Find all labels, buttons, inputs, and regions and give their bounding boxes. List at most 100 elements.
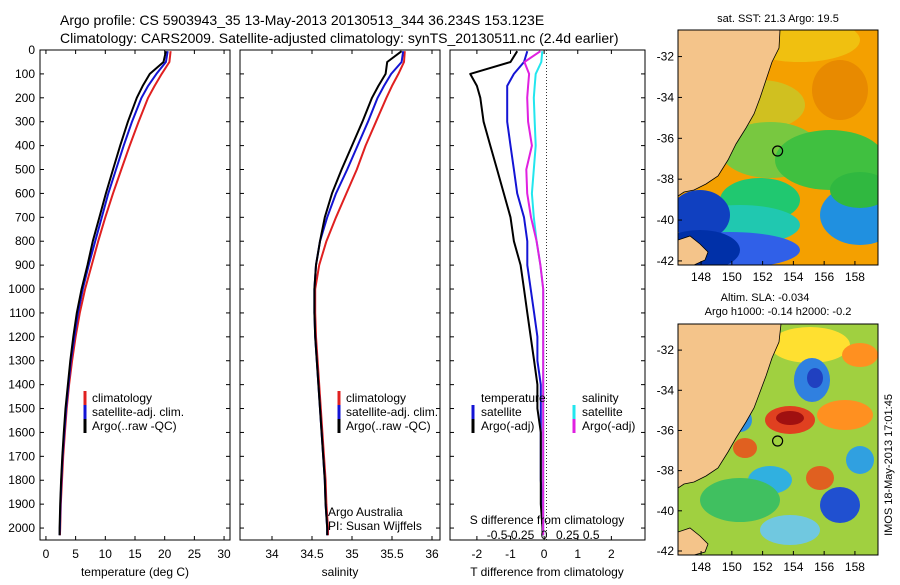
y-tick-label: 1500 xyxy=(8,402,35,416)
x-tick-label: 34.5 xyxy=(300,547,324,561)
map-y-tick-label: -34 xyxy=(657,383,675,397)
salinity-axes xyxy=(239,49,441,541)
y-tick-label: 400 xyxy=(15,139,35,153)
x-tick-label: 10 xyxy=(99,547,113,561)
sla-float-marker xyxy=(771,435,784,447)
x-tick-label: 0 xyxy=(43,547,50,561)
s-tick-label: -0.25 xyxy=(507,528,535,542)
header-line-1: Argo profile: CS 5903943_35 13-May-2013 … xyxy=(60,12,544,28)
y-tick-label: 1200 xyxy=(8,330,35,344)
map-y-tick-label: -36 xyxy=(657,423,675,437)
legend-label-s-satellite: satellite xyxy=(582,405,623,419)
sla-map-title: Altim. SLA: -0.034 xyxy=(721,292,810,304)
legend-label-argo: Argo(..raw -QC) xyxy=(346,419,431,433)
legend-label-satellite: satellite-adj. clim. xyxy=(92,405,184,419)
sla-field-cell xyxy=(807,368,823,388)
map-y-tick-label: -40 xyxy=(657,213,675,227)
x-tick-label: 36 xyxy=(425,547,439,561)
salinity-xlabel: salinity xyxy=(322,565,359,579)
map-y-tick-label: -42 xyxy=(657,254,675,268)
map-y-tick-label: -38 xyxy=(657,172,675,186)
y-tick-label: 1300 xyxy=(8,354,35,368)
x-tick-label: 2 xyxy=(608,547,615,561)
y-tick-label: 500 xyxy=(15,163,35,177)
map-y-tick-label: -32 xyxy=(657,50,675,64)
s-tick-label: -0.5 xyxy=(487,528,508,542)
difference-panel: -2 -1 0 1 2 temperature satellite Argo(-adj)… xyxy=(449,49,646,579)
difference-legend-temperature: temperature satellite Argo(-adj) xyxy=(471,391,546,433)
legend-label-satellite: satellite-adj. clim. xyxy=(346,405,438,419)
y-tick-label: 0 xyxy=(28,43,35,57)
series-line-t-argo-adj- xyxy=(469,50,544,536)
sla-field-cell xyxy=(806,466,834,490)
map-x-tick-label: 148 xyxy=(691,270,711,284)
series-line-argo-raw-qc- xyxy=(58,50,167,536)
temperature-xlabel: temperature (deg C) xyxy=(81,565,189,579)
y-tick-label: 600 xyxy=(15,186,35,200)
legend-label-s-argo: Argo(-adj) xyxy=(582,419,635,433)
map-x-tick-label: 152 xyxy=(753,270,773,284)
map-y-tick-label: -32 xyxy=(657,343,675,357)
x-tick-label: -2 xyxy=(472,547,483,561)
sla-land xyxy=(678,324,782,489)
annotation-line-2: PI: Susan Wijffels xyxy=(328,519,422,533)
y-tick-label: 1900 xyxy=(8,497,35,511)
map-y-tick-label: -42 xyxy=(657,544,675,558)
y-tick-label: 1600 xyxy=(8,425,35,439)
x-tick-label: 20 xyxy=(158,547,172,561)
y-tick-label: 2000 xyxy=(8,521,35,535)
s-tick-label: 0.5 xyxy=(583,528,600,542)
temperature-legend: climatology satellite-adj. clim. Argo(..… xyxy=(83,391,184,433)
temperature-axes xyxy=(39,49,231,541)
s-tick-label: 0.25 xyxy=(556,528,580,542)
sst-field-cell xyxy=(678,190,730,240)
legend-label-climatology: climatology xyxy=(346,391,406,405)
sla-tasmania xyxy=(678,527,709,555)
map-x-tick-label: 154 xyxy=(783,560,803,574)
sla-field-cell xyxy=(846,446,874,474)
legend-title-salinity: salinity xyxy=(582,391,619,405)
sst-map-panel: sat. SST: 21.3 Argo: 19.5 148 150 152 154 15… xyxy=(657,13,879,284)
sla-field-cell xyxy=(842,343,878,367)
header-line-2: Climatology: CARS2009. Satellite-adjuste… xyxy=(60,30,618,46)
y-tick-label: 1400 xyxy=(8,378,35,392)
sst-float-marker xyxy=(771,145,784,157)
salinity-legend: climatology satellite-adj. clim. Argo(..… xyxy=(337,391,438,433)
legend-label-argo: Argo(..raw -QC) xyxy=(92,419,177,433)
difference-axes xyxy=(449,49,646,541)
map-x-tick-label: 158 xyxy=(845,560,865,574)
y-tick-label: 800 xyxy=(15,234,35,248)
map-x-tick-label: 154 xyxy=(783,270,803,284)
sla-field-cell xyxy=(700,478,780,522)
y-tick-label: 200 xyxy=(15,91,35,105)
legend-label-t-satellite: satellite xyxy=(481,405,522,419)
side-stamp: IMOS 18-May-2013 17:01:45 xyxy=(883,394,895,536)
s-difference-label: S difference from climatology xyxy=(470,513,625,527)
legend-label-t-argo: Argo(-adj) xyxy=(481,419,534,433)
x-tick-label: 25 xyxy=(188,547,202,561)
sla-map-frame xyxy=(677,323,879,556)
sla-field-cell xyxy=(733,438,757,458)
y-tick-label: 900 xyxy=(15,258,35,272)
map-x-tick-label: 152 xyxy=(753,560,773,574)
sst-land xyxy=(678,30,781,197)
y-tick-label: 300 xyxy=(15,115,35,129)
sla-field-cell xyxy=(760,515,820,545)
s-tick-label: 0 xyxy=(541,528,548,542)
map-y-tick-label: -34 xyxy=(657,90,675,104)
map-y-tick-label: -40 xyxy=(657,504,675,518)
sst-tasmania xyxy=(678,235,709,265)
x-tick-label: 35.5 xyxy=(380,547,404,561)
y-tick-label: 1100 xyxy=(9,306,35,320)
sla-field-cell xyxy=(776,411,804,425)
x-tick-label: 35 xyxy=(345,547,359,561)
map-x-tick-label: 156 xyxy=(814,270,834,284)
annotation-line-1: Argo Australia xyxy=(328,505,403,519)
series-line-argo-raw-qc- xyxy=(313,50,403,536)
sla-field-cell xyxy=(770,327,850,363)
map-y-tick-label: -38 xyxy=(657,464,675,478)
sst-map-frame xyxy=(677,29,879,266)
x-tick-label: 5 xyxy=(72,547,79,561)
sla-map-subtitle: Argo h1000: -0.14 h2000: -0.2 xyxy=(705,306,852,318)
